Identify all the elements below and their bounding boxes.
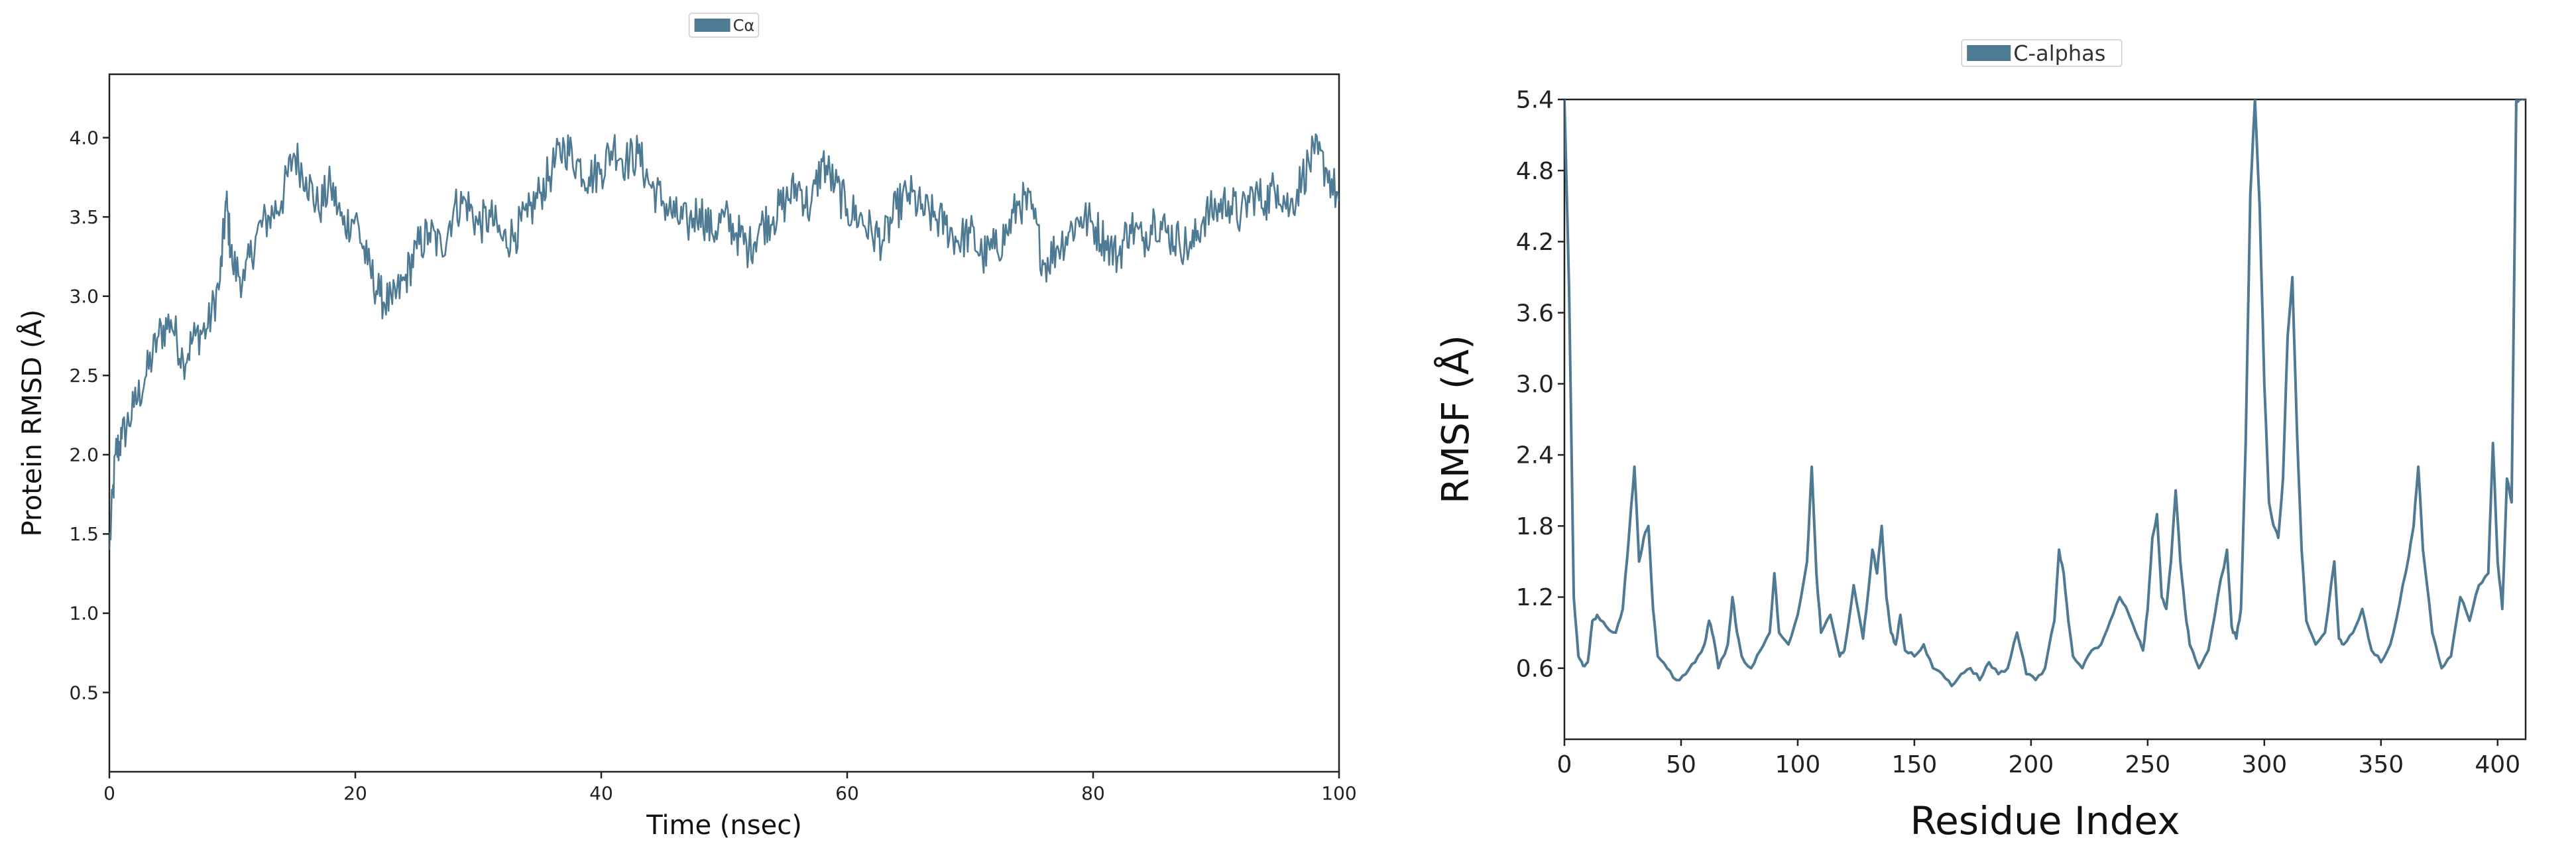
x-tick-label: 60	[835, 782, 859, 804]
y-tick-label: 1.8	[1516, 513, 1554, 540]
y-tick-label: 4.0	[69, 127, 99, 149]
y-tick-label: 3.0	[1516, 371, 1554, 398]
plot-frame	[1563, 98, 2527, 741]
plot-frame	[108, 73, 1340, 773]
y-tick-label: 2.4	[1516, 442, 1554, 469]
legend-label: C-alphas	[2013, 41, 2105, 66]
x-tick-label: 80	[1081, 782, 1105, 804]
y-tick-label: 4.2	[1516, 229, 1554, 256]
x-axis-title: Residue Index	[1910, 798, 2180, 843]
x-tick-label: 150	[1892, 751, 1938, 778]
y-tick-label: 1.0	[69, 603, 99, 625]
legend-swatch	[694, 19, 731, 32]
x-tick-label: 200	[2009, 751, 2054, 778]
rmsf-chart: 0 50 100 150 200 250 300 350 400 0.6 1.2 1.8 2.4 3.0 3…	[1434, 39, 2527, 843]
series-line	[1564, 99, 2526, 688]
y-tick-label: 1.2	[1516, 584, 1554, 611]
x-tick-label: 40	[589, 782, 613, 804]
x-tick-label: 250	[2125, 751, 2170, 778]
y-axis-title: Protein RMSD (Å)	[16, 310, 48, 537]
y-tick-label: 5.4	[1516, 87, 1554, 114]
rmsd-chart: 0 20 40 60 80 100 0.5 1.0 1.5 2.0 2.5 3.0 3.5 4.0 Time…	[16, 13, 1357, 841]
series-line	[109, 133, 1339, 550]
legend-swatch	[1967, 45, 2011, 61]
x-tick-label: 0	[1557, 751, 1572, 778]
y-tick-label: 1.5	[69, 523, 99, 545]
y-tick-label: 0.5	[69, 682, 99, 703]
legend: Cα	[688, 13, 760, 38]
y-tick-label: 3.6	[1516, 300, 1554, 327]
x-axis-title: Time (nsec)	[646, 810, 802, 841]
x-tick-label: 350	[2358, 751, 2404, 778]
x-tick-label: 300	[2241, 751, 2287, 778]
x-tick-label: 20	[343, 782, 367, 804]
y-tick-label: 3.5	[69, 206, 99, 228]
y-tick-label: 3.0	[69, 286, 99, 308]
x-tick-label: 50	[1666, 751, 1696, 778]
x-tick-label: 0	[103, 782, 115, 804]
y-tick-label: 4.8	[1516, 158, 1554, 185]
legend-label: Cα	[733, 17, 755, 35]
x-tick-label: 100	[1775, 751, 1821, 778]
y-axis-title: RMSF (Å)	[1434, 335, 1478, 504]
y-tick-label: 2.5	[69, 365, 99, 387]
legend: C-alphas	[1961, 39, 2123, 67]
x-tick-label: 400	[2475, 751, 2520, 778]
y-tick-label: 2.0	[69, 444, 99, 466]
x-tick-label: 100	[1321, 782, 1356, 804]
y-tick-label: 0.6	[1516, 655, 1554, 682]
